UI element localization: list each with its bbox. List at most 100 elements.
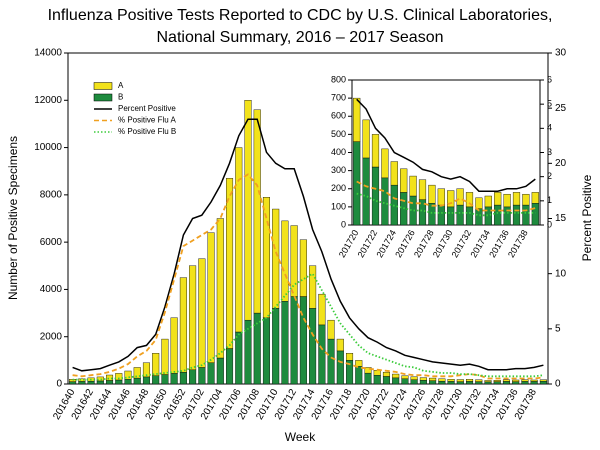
bar (161, 374, 169, 385)
bar (281, 220, 289, 302)
bar (106, 380, 114, 385)
y-tick-label: 6000 (40, 237, 63, 248)
bar (253, 109, 261, 314)
bar (318, 324, 326, 385)
bar (142, 362, 150, 378)
bar (484, 195, 492, 208)
line-series (72, 272, 544, 381)
bar (466, 379, 474, 382)
y2-tick-label: 3 (547, 147, 552, 157)
bar (309, 265, 317, 309)
bar (355, 360, 363, 367)
bar (290, 296, 298, 385)
legend-label: % Positive Flu A (118, 116, 176, 125)
bar (475, 197, 483, 209)
bar (272, 208, 280, 309)
bar (346, 353, 354, 361)
y2-tick-label: 5 (555, 323, 561, 334)
bar (429, 377, 437, 381)
bar (521, 381, 529, 385)
bar (502, 379, 510, 382)
bar (382, 376, 390, 385)
bar (465, 192, 474, 208)
y-tick-label: 600 (331, 111, 346, 121)
bar (401, 378, 409, 385)
y-tick-label: 2000 (40, 331, 63, 342)
line-series (356, 98, 536, 192)
bar (493, 381, 501, 385)
bar (456, 381, 464, 385)
bar (69, 381, 77, 385)
bar (494, 192, 502, 206)
bar (198, 258, 206, 368)
y2-tick-label: 30 (555, 48, 567, 59)
bar (503, 206, 511, 226)
bar (106, 374, 114, 381)
y2-tick-label: 2 (547, 171, 552, 181)
y-axis-title: Number of Positive Specimens (6, 136, 20, 300)
bar (409, 175, 417, 197)
bar (447, 381, 455, 385)
y-tick-label: 400 (331, 147, 346, 157)
y2-tick-label: 4 (547, 123, 552, 133)
bar (484, 206, 492, 226)
bar (466, 381, 474, 385)
chart-title: National Summary, 2016 – 2017 Season (157, 29, 444, 46)
bar (216, 357, 224, 385)
bar (502, 381, 510, 385)
bar (484, 381, 492, 385)
bar (447, 190, 455, 208)
bar (410, 379, 418, 385)
bar (447, 206, 455, 226)
bar (235, 147, 243, 333)
bar (371, 166, 380, 226)
bar (465, 206, 474, 226)
line-series (72, 118, 544, 372)
bar (226, 348, 234, 385)
bar (336, 350, 344, 385)
legend-swatch (93, 93, 113, 102)
y-tick-label: 800 (331, 74, 346, 84)
bar (418, 179, 427, 200)
bar (353, 97, 361, 142)
bar (419, 380, 427, 385)
bar (207, 362, 215, 385)
bar (475, 379, 483, 382)
bar (522, 204, 530, 226)
bar (327, 338, 335, 385)
bar (78, 378, 86, 382)
bar (531, 192, 539, 204)
bar (530, 381, 538, 385)
bar (428, 184, 436, 204)
bar (382, 371, 390, 377)
bar (456, 379, 464, 382)
bar (437, 188, 445, 206)
bar (447, 379, 455, 382)
y2-axis-title: Percent Positive (580, 174, 594, 261)
bar (142, 376, 150, 385)
bar (512, 381, 520, 385)
bar (152, 353, 160, 376)
bar (410, 376, 418, 380)
bar (272, 308, 280, 385)
bar (78, 381, 86, 385)
line-series (356, 192, 536, 217)
bar (373, 375, 381, 385)
bar (362, 157, 370, 226)
bar (170, 373, 178, 385)
y-tick-label: 12000 (34, 95, 62, 106)
bar (364, 367, 372, 374)
bar (299, 239, 307, 297)
bar (456, 188, 464, 206)
bar (456, 204, 464, 226)
bar (373, 370, 381, 376)
bar (390, 161, 398, 186)
bar (318, 293, 326, 326)
bar (207, 232, 215, 363)
y-tick-label: 8000 (40, 189, 63, 200)
y-tick-label: 0 (56, 379, 62, 390)
bar (179, 371, 187, 385)
x-axis-title: Week (285, 430, 316, 444)
bar (512, 379, 520, 382)
bar (400, 168, 408, 193)
